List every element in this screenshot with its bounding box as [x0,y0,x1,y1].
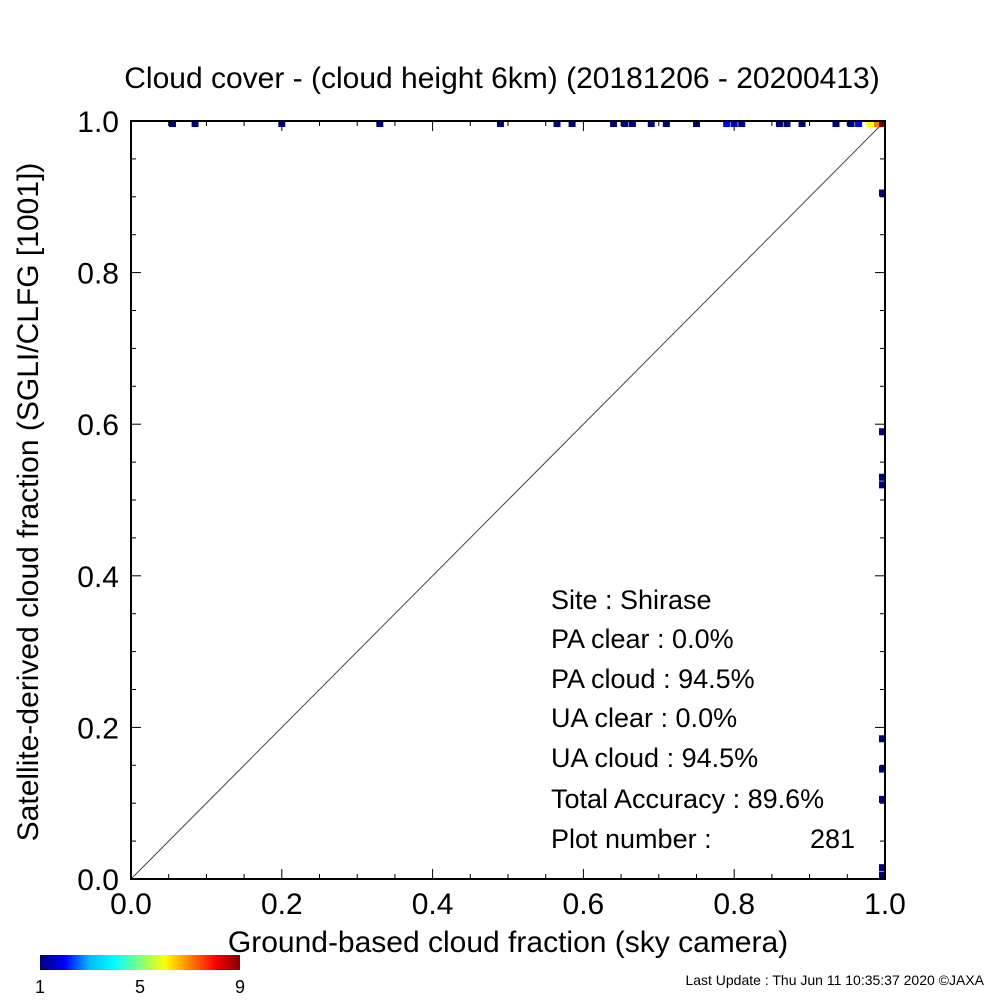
data-point [568,120,576,127]
axis-tick-labels: 0.0 0.2 0.4 0.6 0.8 1.0 0.0 0.2 0.4 0.6 0.8 1.0 [77,106,906,921]
y-axis-label: Satellite-derived cloud fraction (SGLI/C… [12,163,45,842]
y-tick-label: 1.0 [77,106,119,139]
colorbar-tick-label: 9 [235,977,245,997]
x-tick-label: 0.4 [412,888,454,921]
data-point [879,189,886,197]
x-axis-label: Ground-based cloud fraction (sky camera) [228,926,788,959]
data-point [879,120,886,127]
x-tick-label: 0.2 [261,888,303,921]
data-point [628,120,636,127]
axis-ticks [130,120,886,880]
x-tick-label: 0.0 [110,888,152,921]
data-point [662,120,670,127]
data-point [723,120,731,127]
y-tick-label: 0.8 [77,258,119,291]
last-update-text: Last Update : Thu Jun 11 10:35:37 2020 ©… [685,972,984,988]
data-point [879,481,886,489]
plot-area: 0.0 0.2 0.4 0.6 0.8 1.0 0.0 0.2 0.4 0.6 0.8 1.0 [77,106,906,921]
data-point [855,120,863,127]
data-point [879,871,886,879]
x-tick-label: 0.8 [713,888,755,921]
x-tick-label: 0.6 [563,888,605,921]
stat-ua-clear: UA clear : 0.0% [551,703,737,733]
data-point [621,120,629,127]
y-tick-label: 0.6 [77,409,119,442]
y-tick-label: 0.2 [77,712,119,745]
statistics-box: Site : Shirase PA clear : 0.0% PA cloud … [551,585,855,854]
stat-total-accuracy: Total Accuracy : 89.6% [551,784,824,814]
data-point [879,864,886,872]
data-point [879,428,886,436]
data-point [553,120,561,127]
data-point [798,120,806,127]
stat-pa-clear: PA clear : 0.0% [551,624,734,654]
data-point [647,120,655,127]
reference-diagonal-line [130,120,886,880]
data-point [879,473,886,481]
stat-pa-cloud: PA cloud : 94.5% [551,664,755,694]
colorbar-tick-label: 5 [135,977,145,997]
data-point [738,120,746,127]
data-point [775,120,783,127]
data-point [832,120,840,127]
data-point [879,765,886,773]
stat-site: Site : Shirase [551,585,712,615]
y-tick-label: 0.0 [77,864,119,897]
data-point [168,120,176,127]
data-point [873,120,881,127]
colorbar: 1 5 9 [35,955,245,997]
colorbar-tick-labels: 1 5 9 [35,977,245,997]
x-tick-label: 1.0 [864,888,906,921]
chart-title: Cloud cover - (cloud height 6km) (201812… [124,62,879,95]
data-point [191,120,199,127]
colorbar-gradient [40,955,240,970]
colorbar-tick-label: 1 [35,977,45,997]
stat-ua-cloud: UA cloud : 94.5% [551,743,758,773]
data-point [783,120,791,127]
data-point [376,120,384,127]
y-tick-label: 0.4 [77,561,119,594]
data-point [610,120,618,127]
data-point [866,120,874,127]
data-point [879,795,886,803]
stat-plot-number-label: Plot number : [551,824,712,854]
data-point [847,120,855,127]
data-point [496,120,504,127]
data-point [879,735,886,743]
data-points [168,120,886,879]
stat-plot-number-value: 281 [810,824,855,854]
